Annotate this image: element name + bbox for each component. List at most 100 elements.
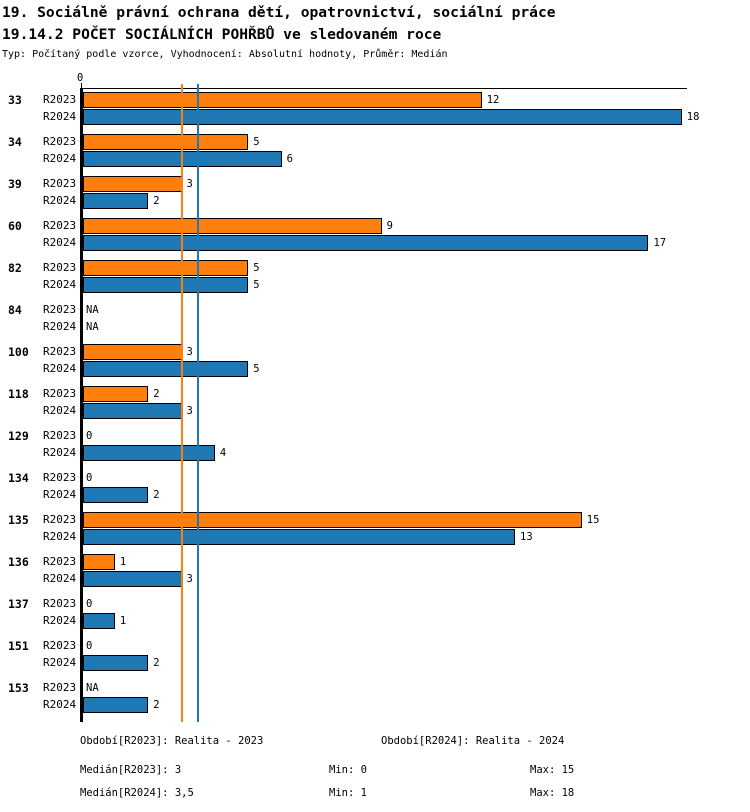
bar-value-label: 1 [119,556,127,568]
series-label: R2024 [43,404,77,417]
category-label: 84 [8,303,22,317]
bar-r2024-60 [83,235,649,251]
series-label: R2024 [43,698,77,711]
bar-r2023-39 [83,176,182,192]
max-r2024-label: Max: 18 [530,787,575,799]
category-label: 129 [8,429,29,443]
bar-value-label: 18 [686,111,700,123]
bar-r2024-82 [83,277,249,293]
bar-value-label: 6 [286,153,293,165]
bar-r2024-118 [83,403,182,419]
series-label: R2023 [43,639,77,652]
bar-value-label: 9 [386,220,393,232]
series-label: R2024 [43,362,77,375]
series-label: R2024 [43,572,77,585]
bar-value-label: 4 [219,447,227,459]
category-label: 135 [8,513,29,527]
period-r2023-label: Období[R2023]: Realita - 2023 [80,735,264,747]
period-r2024-label: Období[R2024]: Realita - 2024 [381,735,565,747]
bar-value-label: 0 [86,640,93,652]
bar-r2023-60 [83,218,382,234]
bar-value-label: 12 [486,94,500,106]
bar-r2024-100 [83,361,249,377]
series-label: R2023 [43,387,77,400]
bar-r2023-135 [83,512,582,528]
series-label: R2023 [43,471,77,484]
median-r2024-line [197,84,200,722]
series-label: R2024 [43,194,77,207]
series-label: R2024 [43,110,77,123]
bar-r2024-136 [83,571,182,587]
series-label: R2023 [43,429,77,442]
series-label: R2023 [43,597,77,610]
series-label: R2024 [43,614,77,627]
bar-r2023-136 [83,554,115,570]
series-label: R2023 [43,345,77,358]
min-r2023-label: Min: 0 [329,764,367,776]
bar-value-label: 3 [186,405,193,417]
bar-value-label: 1 [119,615,127,627]
bar-value-label: 5 [253,262,260,274]
series-label: R2023 [43,681,77,694]
bar-r2024-137 [83,613,115,629]
bar-value-label: 5 [253,363,260,375]
bar-value-label: 5 [253,136,260,148]
series-label: R2024 [43,236,77,249]
bar-r2023-82 [83,260,249,276]
bar-value-label: 3 [186,573,193,585]
max-r2023-label: Max: 15 [530,764,575,776]
bar-value-label: 3 [186,178,193,190]
bar-r2023-100 [83,344,182,360]
bar-value-label: 2 [153,657,160,669]
x-axis-line [81,88,687,89]
category-label: 134 [8,471,29,485]
min-r2024-label: Min: 1 [329,787,367,799]
bar-r2024-153 [83,697,149,713]
bar-value-label: 13 [520,531,533,543]
series-label: R2023 [43,303,77,316]
median-r2023-line [180,84,183,722]
bar-r2023-33 [83,92,482,108]
bar-value-label: 0 [86,472,93,484]
x-axis-zero-tick [81,83,82,88]
category-label: 137 [8,597,29,611]
report-subtitle: Typ: Počítaný podle vzorce, Vyhodnocení:… [2,49,448,60]
bar-value-label: 17 [653,237,667,249]
series-label: R2024 [43,278,77,291]
series-label: R2024 [43,656,77,669]
bar-r2024-129 [83,445,215,461]
series-label: R2024 [43,320,77,333]
bar-r2024-33 [83,109,682,125]
category-label: 100 [8,345,29,359]
bar-value-label: 2 [153,388,160,400]
bar-r2023-118 [83,386,149,402]
bar-value-label: NA [86,682,99,694]
series-label: R2023 [43,555,77,568]
median-r2023-label: Medián[R2023]: 3 [80,764,182,776]
series-label: R2023 [43,261,77,274]
category-label: 82 [8,261,22,275]
series-label: R2024 [43,152,77,165]
category-label: 34 [8,135,22,149]
report-title-line1: 19. Sociálně právní ochrana dětí, opatro… [2,4,556,21]
category-label: 151 [8,639,29,653]
bar-value-label: 2 [153,489,160,501]
bar-r2024-134 [83,487,149,503]
bar-value-label: 2 [153,195,160,207]
x-axis-zero-label: 0 [77,72,84,84]
median-r2024-label: Medián[R2024]: 3,5 [80,787,194,799]
y-axis-line [80,88,83,722]
bar-r2023-34 [83,134,249,150]
bar-r2024-39 [83,193,149,209]
series-label: R2023 [43,219,77,232]
category-label: 118 [8,387,29,401]
bar-value-label: 2 [153,699,160,711]
bar-value-label: NA [86,321,99,333]
series-label: R2024 [43,530,77,543]
series-label: R2023 [43,513,77,526]
series-label: R2024 [43,488,77,501]
category-label: 39 [8,177,22,191]
series-label: R2023 [43,93,77,106]
bar-value-label: 0 [86,598,93,610]
bar-value-label: 5 [253,279,260,291]
